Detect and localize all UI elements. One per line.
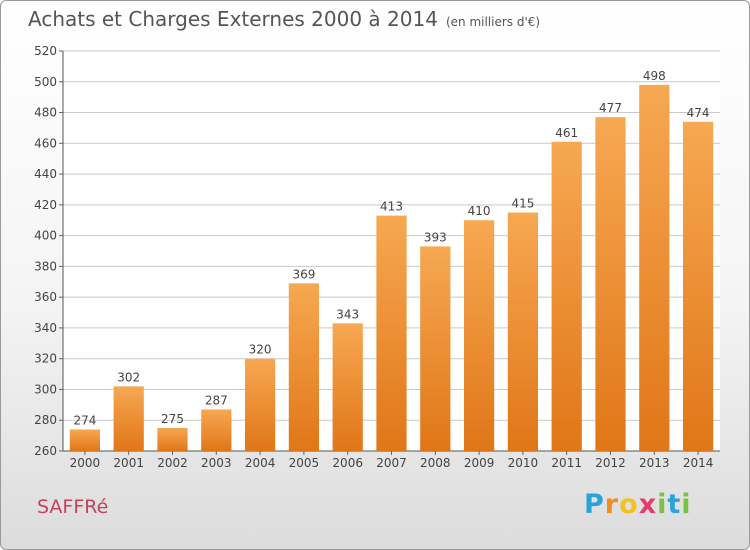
chart-title-text: Achats et Charges Externes 2000 à 2014 [28,7,438,31]
y-tick-label: 440 [34,167,57,181]
bar-2004 [244,358,276,451]
chart-unit-label: (en milliers d'€) [445,15,541,29]
bar-2011 [551,141,582,451]
logo-letter: r [604,489,620,520]
value-label-2011: 461 [555,126,578,140]
x-tick-label-2002: 2002 [157,456,188,470]
x-tick-label-2001: 2001 [113,456,144,470]
y-tick-label: 260 [34,444,57,458]
y-tick-label: 300 [34,382,57,396]
x-tick-label-2003: 2003 [201,456,232,470]
x-tick-label-2014: 2014 [683,456,714,470]
bar-2007 [376,215,407,451]
x-tick-label-2011: 2011 [551,456,582,470]
value-label-2008: 393 [424,230,447,244]
bar-2000 [69,429,101,451]
y-tick-label: 460 [34,136,57,150]
bar-2001 [113,386,144,451]
value-label-2010: 415 [511,197,534,211]
x-tick-label-2013: 2013 [639,456,670,470]
x-tick-label-2000: 2000 [70,456,101,470]
commune-name: SAFFRé [37,496,109,518]
value-label-2004: 320 [249,343,272,357]
y-tick-label: 360 [34,290,57,304]
bar-2010 [507,212,539,451]
value-label-2012: 477 [599,101,622,115]
bar-2014 [682,121,714,452]
y-tick-label: 380 [34,259,57,273]
y-tick-label: 420 [34,198,57,212]
x-tick-label-2004: 2004 [245,456,276,470]
x-tick-label-2006: 2006 [332,456,363,470]
logo-letter: i [681,489,692,520]
y-tick-label: 400 [34,229,57,243]
value-label-2003: 287 [205,393,228,407]
value-label-2001: 302 [117,370,140,384]
logo-letter: o [619,489,639,520]
bar-2006 [332,323,363,451]
y-tick-label: 500 [34,75,57,89]
logo-letter: P [584,489,605,520]
y-tick-label: 320 [34,352,57,366]
logo-letter: i [657,489,668,520]
x-tick-label-2005: 2005 [289,456,320,470]
y-tick-label: 280 [34,413,57,427]
bar-2008 [420,246,451,451]
proxiti-logo: Proxiti [584,489,692,520]
value-label-2007: 413 [380,200,403,214]
value-label-2002: 275 [161,412,184,426]
x-tick-label-2009: 2009 [464,456,495,470]
bar-2009 [463,220,495,451]
value-label-2005: 369 [292,267,315,281]
x-tick-label-2012: 2012 [595,456,626,470]
y-tick-label: 520 [34,44,57,58]
value-label-2014: 474 [687,106,710,120]
y-tick-label: 340 [34,321,57,335]
value-label-2000: 274 [73,413,96,427]
x-tick-label-2010: 2010 [508,456,539,470]
logo-letter: x [638,489,658,520]
bar-2005 [288,283,320,451]
value-label-2009: 410 [468,204,491,218]
x-tick-label-2008: 2008 [420,456,451,470]
bar-2003 [201,409,232,451]
bar-2002 [157,427,188,451]
bar-2012 [595,117,626,452]
x-tick-label-2007: 2007 [376,456,407,470]
value-label-2006: 343 [336,307,359,321]
value-label-2013: 498 [643,69,666,83]
chart-title: Achats et Charges Externes 2000 à 2014 (e… [28,7,540,31]
bar-2013 [639,84,670,451]
y-tick-label: 480 [34,106,57,120]
logo-letter: t [667,489,682,520]
